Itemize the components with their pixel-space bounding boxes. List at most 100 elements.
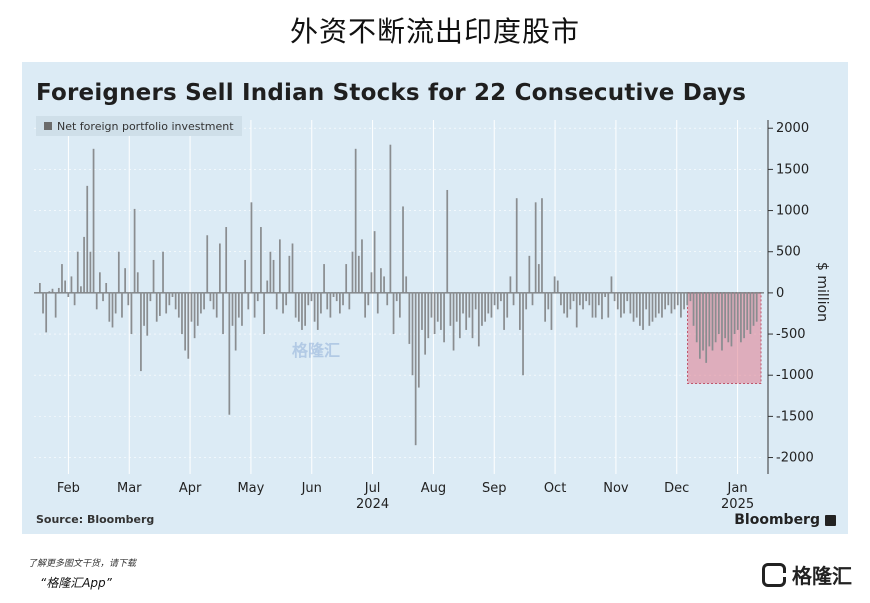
bar bbox=[310, 292, 313, 302]
bar bbox=[357, 255, 360, 293]
bar bbox=[537, 264, 540, 293]
bar bbox=[642, 292, 644, 330]
bar bbox=[755, 292, 758, 322]
x-tick-label: Dec bbox=[664, 481, 689, 496]
bar bbox=[171, 292, 174, 297]
bar bbox=[572, 292, 575, 302]
bar-chart: 2000 1500 1000 500 0 -500 -1000 -1500 -2000 $ mil… bbox=[34, 120, 830, 512]
bar bbox=[168, 292, 171, 306]
bar bbox=[174, 292, 177, 310]
bar bbox=[730, 292, 733, 347]
x-tick-label: Jul bbox=[364, 481, 381, 496]
bar bbox=[291, 243, 294, 293]
chart-title: Foreigners Sell Indian Stocks for 22 Con… bbox=[36, 80, 747, 106]
y-tick-label: -1500 bbox=[776, 409, 814, 424]
bar bbox=[493, 292, 496, 306]
bar bbox=[304, 292, 306, 326]
chart-panel: 2000 1500 1000 500 0 -500 -1000 -1500 -2000 $ mil… bbox=[22, 62, 848, 534]
bar bbox=[187, 292, 190, 359]
bar bbox=[196, 292, 199, 326]
y-tick-label: 500 bbox=[776, 245, 801, 260]
bar bbox=[260, 227, 262, 293]
bar bbox=[222, 292, 224, 335]
bar bbox=[48, 291, 51, 293]
bar bbox=[547, 292, 550, 310]
bar bbox=[162, 251, 164, 293]
bar bbox=[417, 292, 420, 388]
bar bbox=[566, 292, 569, 318]
bar bbox=[597, 292, 600, 306]
bar bbox=[708, 292, 711, 347]
bar bbox=[610, 276, 613, 293]
bar bbox=[146, 292, 149, 336]
bar bbox=[329, 292, 332, 318]
bar bbox=[550, 292, 553, 330]
bar bbox=[427, 292, 430, 339]
bar bbox=[67, 292, 70, 297]
bar bbox=[490, 292, 493, 318]
bar bbox=[219, 243, 221, 293]
bar bbox=[269, 251, 272, 293]
bar bbox=[740, 292, 742, 343]
bar bbox=[263, 292, 265, 335]
bar bbox=[724, 292, 726, 339]
bar bbox=[206, 235, 209, 293]
bar bbox=[534, 202, 537, 293]
y-tick-label: 2000 bbox=[776, 121, 809, 136]
bar bbox=[680, 292, 682, 318]
bar bbox=[54, 292, 57, 318]
bar bbox=[209, 292, 212, 302]
bar bbox=[86, 185, 89, 293]
y-tick-label: -1000 bbox=[776, 368, 814, 383]
bar bbox=[613, 292, 616, 302]
bar bbox=[143, 292, 145, 326]
bar bbox=[64, 280, 66, 293]
bar bbox=[496, 292, 499, 310]
bar bbox=[620, 292, 622, 318]
bar bbox=[717, 292, 720, 335]
bar bbox=[474, 292, 477, 310]
bar bbox=[695, 292, 698, 343]
bar bbox=[361, 239, 363, 293]
bar bbox=[275, 292, 278, 310]
bar bbox=[241, 292, 243, 326]
bar bbox=[402, 206, 404, 293]
bar bbox=[339, 292, 341, 314]
bar bbox=[569, 292, 572, 310]
bar bbox=[266, 280, 269, 293]
bar bbox=[411, 292, 414, 376]
bar bbox=[348, 292, 351, 310]
bar bbox=[699, 292, 701, 359]
bar bbox=[648, 292, 651, 326]
bar bbox=[639, 292, 641, 326]
bar bbox=[471, 292, 474, 339]
bar bbox=[484, 292, 486, 322]
bar bbox=[294, 292, 297, 318]
bar bbox=[212, 292, 215, 310]
bar bbox=[345, 264, 348, 293]
legend-swatch bbox=[44, 122, 52, 130]
footer-download-note: 了解更多图文干货，请下载 bbox=[28, 559, 137, 569]
bar bbox=[247, 292, 250, 310]
bar bbox=[351, 251, 354, 293]
bar bbox=[256, 292, 259, 302]
bar bbox=[114, 292, 117, 314]
bar bbox=[692, 292, 695, 326]
bar bbox=[743, 292, 745, 339]
bar bbox=[468, 292, 471, 318]
bar bbox=[616, 292, 619, 310]
bar bbox=[193, 292, 196, 339]
bar bbox=[553, 276, 556, 293]
bar bbox=[414, 292, 417, 446]
bar bbox=[531, 292, 534, 306]
bar bbox=[370, 272, 373, 293]
bar bbox=[335, 292, 338, 302]
bar bbox=[515, 198, 518, 293]
bar bbox=[367, 292, 370, 306]
bar bbox=[234, 292, 237, 351]
bar bbox=[440, 292, 442, 330]
bar bbox=[297, 292, 300, 322]
bar bbox=[500, 292, 502, 302]
bar bbox=[670, 292, 673, 314]
bar bbox=[225, 227, 228, 293]
